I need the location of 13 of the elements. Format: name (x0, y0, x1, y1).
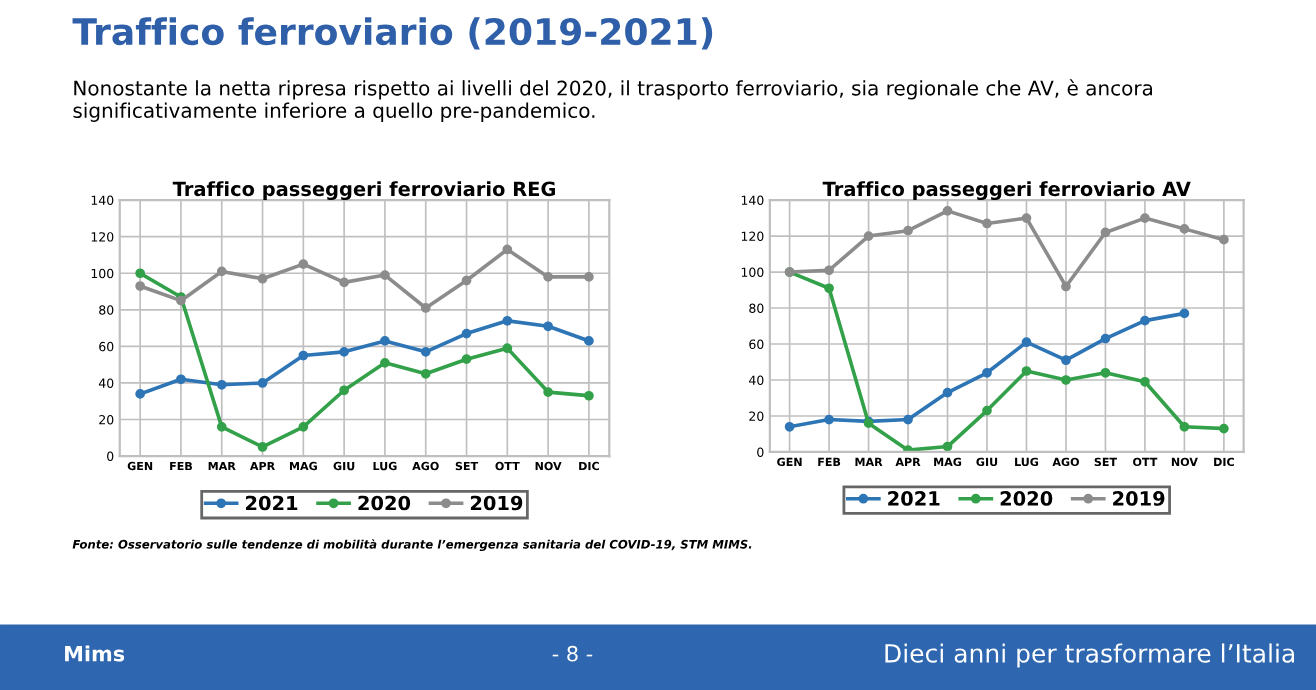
text: - 8 - (552, 645, 593, 662)
text: Nonostante la netta ripresa rispetto ai livelli del 2020, il trasporto ferroviario, sia regionale che AV, è ancora significativamente inferiore a quello pre-pandemico. (73, 79, 1153, 122)
legend-label: 2021 (246, 495, 298, 511)
chart-title: Traffico passeggeri ferroviario REG (172, 181, 555, 201)
legend-label: 2021 (888, 491, 940, 506)
legend-label: 2019 (470, 495, 523, 511)
text: Dieci anni per trasformare l’Italia (885, 643, 1294, 668)
legend-label: 2020 (358, 495, 411, 511)
text: Mims (65, 645, 125, 662)
legend-label: 2019 (1113, 491, 1165, 506)
chart-title: Traffico passeggeri ferroviario AV (822, 181, 1191, 201)
legend-label: 2020 (1000, 491, 1053, 506)
text: Traffico ferroviario (2019-2021) (72, 17, 713, 50)
